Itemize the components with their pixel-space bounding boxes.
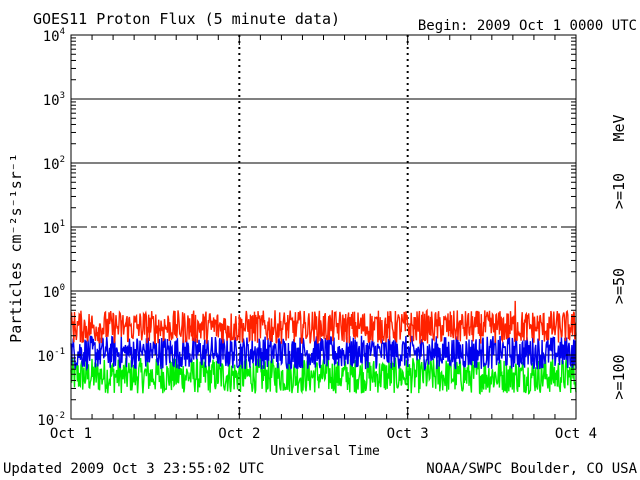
y-axis-label: Particles cm⁻²s⁻¹sr⁻¹ (7, 153, 25, 343)
y-tick-label: 102 (43, 155, 65, 173)
x-tick-label: Oct 1 (50, 426, 92, 442)
data-source: NOAA/SWPC Boulder, CO USA (426, 461, 637, 477)
series-line-1 (70, 300, 577, 345)
legend: MeV >=10 >=50 >=100 (610, 114, 628, 399)
legend-series-1: >=10 (610, 173, 628, 209)
chart-title: GOES11 Proton Flux (5 minute data) (33, 10, 340, 28)
series-layer (70, 300, 577, 395)
legend-unit: MeV (610, 114, 628, 141)
series-line-2 (70, 333, 577, 372)
y-tick-label: 100 (43, 283, 65, 301)
x-tick-label: Oct 3 (387, 426, 429, 442)
begin-time-label: Begin: 2009 Oct 1 0000 UTC (418, 18, 637, 34)
x-axis-label: Universal Time (270, 444, 380, 459)
y-tick-label: 104 (43, 27, 65, 45)
legend-series-3: >=100 (610, 354, 628, 399)
y-tick-label: 10-2 (37, 411, 65, 429)
series-line-3 (70, 356, 577, 395)
y-tick-label: 103 (43, 91, 65, 109)
legend-series-2: >=50 (610, 268, 628, 304)
x-tick-label: Oct 2 (218, 426, 260, 442)
updated-timestamp: Updated 2009 Oct 3 23:55:02 UTC (3, 461, 264, 477)
y-tick-label: 101 (43, 219, 65, 237)
x-axis-ticks: Oct 1 Oct 2 Oct 3 Oct 4 (50, 35, 597, 442)
x-tick-label: Oct 4 (555, 426, 597, 442)
y-axis-ticks: 10-2 10-1 100 101 102 103 104 (37, 27, 576, 429)
y-tick-label: 10-1 (37, 347, 65, 365)
